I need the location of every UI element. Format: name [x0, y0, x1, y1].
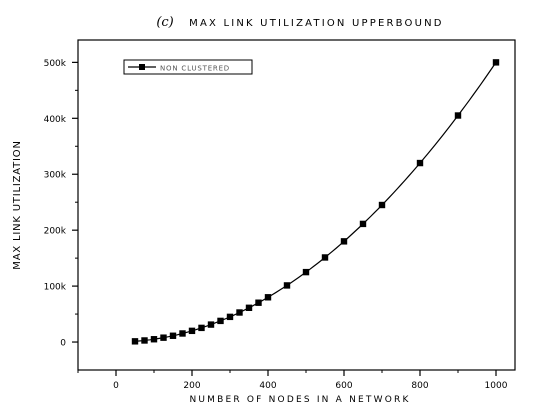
data-point — [160, 334, 167, 341]
y-tick-label: 400k — [44, 115, 67, 125]
x-tick-label: 600 — [335, 381, 352, 391]
y-tick-label: 100k — [44, 283, 67, 293]
x-tick-label: 200 — [183, 381, 200, 391]
data-point — [150, 336, 158, 343]
x-tick-label: 1000 — [485, 381, 508, 391]
data-point — [245, 304, 253, 312]
data-point — [236, 309, 243, 316]
y-axis: 0 100k 200k 300k 400k 500k — [44, 59, 78, 349]
data-point — [226, 313, 234, 321]
series-non-clustered — [131, 59, 500, 345]
x-axis-label: NUMBER OF NODES IN A NETWORK — [189, 395, 410, 405]
chart-title-prefix: (c) — [156, 15, 173, 30]
y-tick-label: 0 — [60, 339, 66, 349]
data-point — [492, 59, 500, 66]
data-point — [454, 112, 462, 119]
data-point — [217, 317, 224, 325]
legend: NON CLUSTERED — [123, 59, 253, 75]
legend-label: NON CLUSTERED — [160, 65, 230, 73]
data-point — [169, 332, 177, 339]
data-point — [416, 159, 424, 167]
data-point — [207, 321, 215, 328]
x-tick-label: 400 — [259, 381, 276, 391]
data-point — [302, 268, 310, 276]
data-point — [283, 282, 291, 289]
x-axis: 0 200 400 600 800 1000 — [77, 370, 508, 391]
data-point — [141, 337, 148, 344]
x-tick-label: 0 — [113, 381, 119, 391]
data-point — [131, 338, 139, 345]
y-tick-label: 500k — [44, 59, 67, 69]
series-line — [134, 62, 497, 342]
plot-frame — [77, 39, 516, 371]
data-point — [188, 327, 196, 335]
data-point — [198, 324, 205, 332]
y-tick-label: 300k — [44, 171, 67, 181]
data-point — [321, 254, 329, 261]
y-tick-label: 200k — [44, 227, 67, 237]
x-tick-label: 800 — [411, 381, 428, 391]
legend-marker — [139, 64, 145, 70]
data-point — [179, 330, 186, 337]
legend-box — [123, 59, 253, 75]
data-point — [378, 201, 386, 209]
data-point — [264, 294, 272, 301]
y-axis-label: MAX LINK UTILIZATION — [12, 140, 23, 269]
chart-title: (c) MAX LINK UTILIZATION UPPERBOUND — [156, 15, 443, 30]
chart-title-text: MAX LINK UTILIZATION UPPERBOUND — [189, 18, 444, 29]
data-point — [255, 299, 262, 306]
data-point — [359, 220, 367, 228]
data-point — [340, 238, 348, 245]
